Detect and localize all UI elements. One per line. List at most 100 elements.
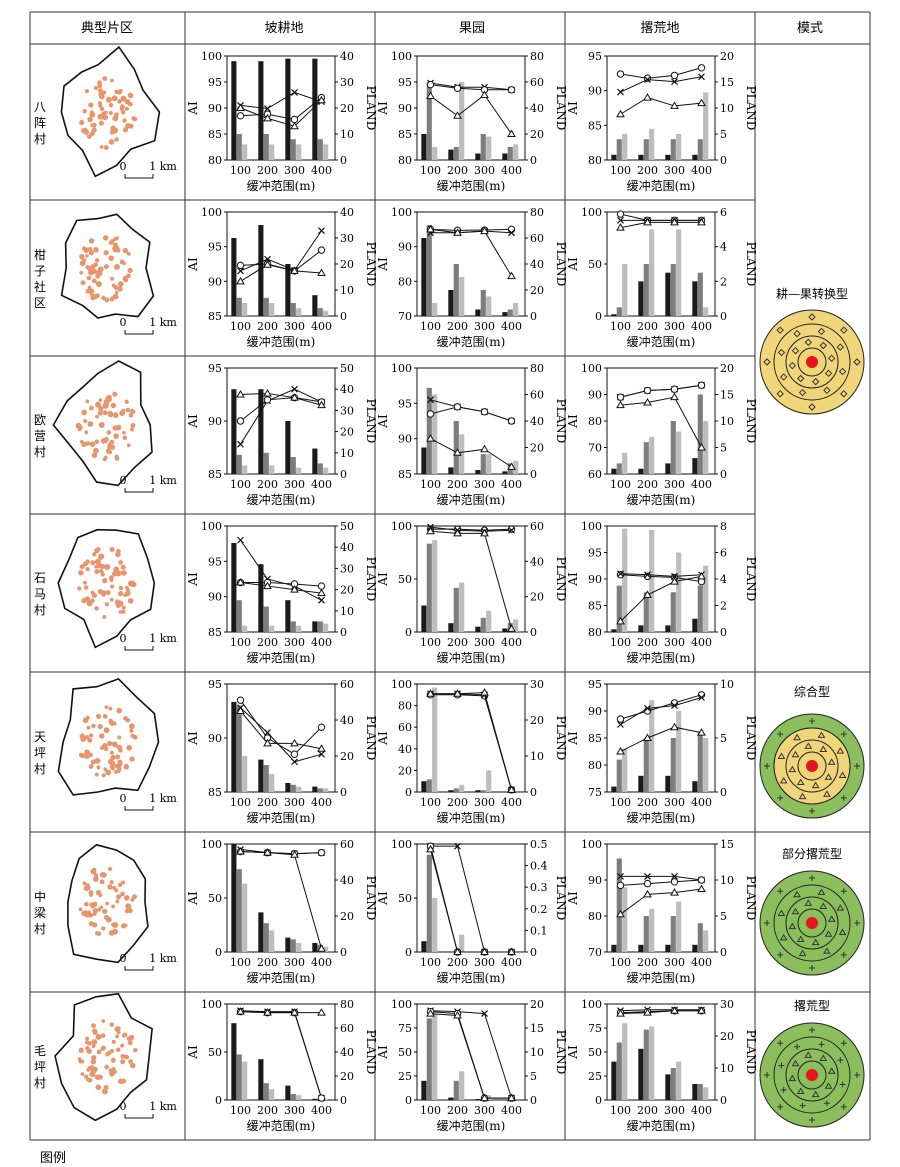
settlement-dot — [118, 748, 123, 753]
settlement-dot — [80, 736, 87, 742]
bar — [421, 134, 427, 160]
settlement-dot — [129, 1062, 136, 1069]
bar — [643, 264, 649, 316]
settlement-dot — [111, 571, 118, 577]
point-cross — [318, 227, 325, 235]
bar — [448, 290, 454, 316]
settlement-dot — [102, 908, 108, 914]
ytick-label: 25 — [398, 1070, 412, 1083]
mode-marker-diamond — [824, 369, 833, 378]
settlement-dot — [91, 723, 96, 729]
settlement-dot — [84, 901, 89, 907]
bar — [421, 1080, 427, 1100]
point-cross — [644, 76, 651, 83]
bar — [611, 786, 617, 792]
series-line-x — [620, 697, 702, 725]
settlement-dot — [107, 449, 112, 454]
x-axis-label: 缓冲范围(m) — [247, 810, 316, 825]
mode-marker-star — [777, 794, 784, 801]
x-axis-label: 缓冲范围(m) — [437, 1118, 506, 1133]
mode-marker-star — [837, 1057, 844, 1064]
bar — [317, 308, 323, 316]
xtick-label: 400 — [311, 956, 332, 969]
bar — [649, 1026, 655, 1100]
settlement-dot — [82, 561, 88, 567]
bar — [480, 290, 486, 316]
bar — [638, 468, 644, 474]
settlement-dot — [112, 721, 117, 726]
mode-marker-triangle — [827, 758, 836, 765]
plot-frame — [416, 683, 526, 793]
xtick-label: 400 — [311, 478, 332, 491]
xtick-label: 100 — [230, 1104, 251, 1117]
bar — [426, 1018, 432, 1100]
settlement-dot — [120, 564, 126, 570]
point-triangle — [480, 947, 489, 955]
mode-marker-star — [777, 1103, 784, 1110]
settlement-dot — [86, 725, 91, 730]
bar — [703, 930, 709, 952]
ytick-label: 50 — [398, 892, 412, 905]
settlement-dot — [126, 443, 131, 448]
y2tick-label: 0 — [530, 154, 537, 167]
settlement-dot — [112, 246, 117, 251]
ytick-label: 85 — [588, 600, 602, 613]
settlement-dot — [82, 881, 87, 886]
y2tick-label: 40 — [340, 383, 354, 396]
mode-marker-star — [777, 1040, 784, 1047]
y2tick-label: 20 — [340, 258, 354, 271]
village-name-char: 中 — [34, 889, 46, 904]
x-axis-label: 缓冲范围(m) — [627, 650, 696, 665]
series-line-tri — [240, 582, 322, 594]
settlement-dot — [96, 931, 102, 936]
ytick-label: 85 — [208, 310, 222, 323]
mode-marker-triangle — [796, 935, 805, 943]
settlement-dot — [114, 137, 119, 142]
y2tick-label: 60 — [530, 232, 544, 245]
scale-bar — [124, 646, 154, 651]
point-triangle — [670, 1006, 679, 1014]
bar — [643, 139, 649, 160]
y-axis-label: AI — [376, 1045, 390, 1060]
settlement-dot — [125, 123, 131, 129]
y2tick-label: 15 — [530, 1022, 544, 1035]
bar — [692, 781, 698, 792]
settlement-dot — [102, 714, 108, 719]
settlement-dot — [87, 421, 94, 427]
settlement-dot — [88, 890, 94, 895]
bar — [475, 1099, 481, 1100]
y2tick-label: 40 — [530, 555, 544, 568]
xtick-label: 200 — [447, 478, 468, 491]
scale-label: 1 km — [149, 474, 177, 487]
mode-marker-triangle — [827, 915, 836, 922]
mode-marker-star — [840, 731, 847, 738]
ytick-label: 90 — [398, 241, 412, 254]
bar — [665, 775, 671, 792]
scale-bar — [124, 330, 154, 335]
ytick-label: 100 — [201, 838, 222, 851]
village-name-char: 欧 — [34, 413, 46, 427]
bar — [676, 431, 682, 474]
xtick-label: 100 — [610, 164, 631, 177]
settlement-dot — [123, 593, 128, 598]
bar — [507, 309, 513, 316]
settlement-dot — [114, 1026, 121, 1032]
bar — [611, 1061, 617, 1100]
settlement-dot — [114, 769, 118, 774]
point-triangle — [290, 121, 299, 130]
point-cross — [237, 267, 244, 275]
settlement-dot — [95, 293, 100, 298]
settlement-dot — [115, 1047, 121, 1053]
ytick-label: 75 — [588, 1022, 602, 1035]
mode-marker-diamond — [811, 377, 820, 386]
y2tick-label: 20 — [720, 1030, 734, 1043]
bar — [459, 434, 465, 474]
settlement-dot — [104, 1064, 110, 1070]
bar — [502, 471, 508, 474]
mode-marker-triangle — [791, 1059, 800, 1067]
xtick-label: 300 — [664, 796, 685, 809]
settlement-dot — [87, 285, 92, 290]
settlement-dot — [78, 570, 84, 576]
